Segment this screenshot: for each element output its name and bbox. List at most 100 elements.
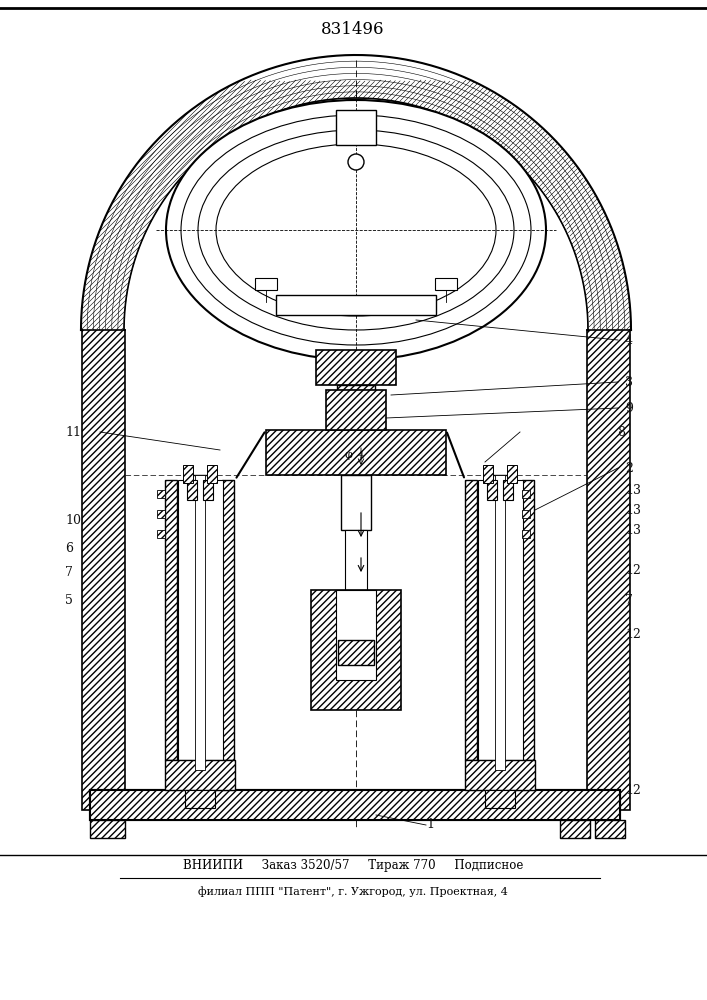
Bar: [522, 530, 530, 538]
Bar: [522, 480, 534, 760]
Bar: [522, 490, 530, 498]
Bar: [82, 330, 125, 810]
Bar: [522, 480, 534, 760]
Text: 12: 12: [625, 629, 641, 642]
Bar: [435, 278, 457, 290]
Bar: [183, 465, 193, 483]
Text: 13: 13: [625, 524, 641, 536]
Bar: [183, 465, 193, 483]
Bar: [157, 530, 165, 538]
Bar: [203, 480, 213, 500]
Bar: [465, 760, 535, 790]
Bar: [316, 350, 396, 385]
Bar: [487, 480, 497, 500]
Bar: [207, 465, 217, 483]
Bar: [560, 820, 590, 838]
Bar: [82, 330, 125, 810]
Ellipse shape: [198, 130, 514, 330]
Bar: [157, 510, 165, 518]
Bar: [336, 590, 376, 680]
Text: φ: φ: [344, 450, 352, 460]
Bar: [483, 465, 493, 483]
Bar: [465, 480, 477, 760]
Bar: [478, 480, 523, 760]
Text: 4: 4: [358, 450, 364, 460]
Bar: [587, 330, 630, 810]
Text: 4: 4: [625, 334, 633, 347]
Bar: [503, 480, 513, 500]
Bar: [490, 475, 510, 790]
Bar: [157, 510, 165, 518]
Text: ВНИИПИ     Заказ 3520/57     Тираж 770     Подписное: ВНИИПИ Заказ 3520/57 Тираж 770 Подписное: [183, 859, 523, 872]
Text: 831496: 831496: [321, 21, 385, 38]
Bar: [465, 760, 535, 790]
Bar: [90, 820, 125, 838]
Bar: [487, 480, 497, 500]
Bar: [90, 820, 125, 838]
Text: 1: 1: [426, 818, 434, 832]
Bar: [222, 480, 234, 760]
Bar: [507, 465, 517, 483]
Bar: [207, 465, 217, 483]
Bar: [595, 820, 625, 838]
Circle shape: [348, 154, 364, 170]
Bar: [341, 475, 371, 530]
Bar: [522, 510, 530, 518]
Bar: [485, 790, 515, 808]
Text: 12: 12: [625, 784, 641, 796]
Bar: [266, 430, 446, 475]
Bar: [157, 530, 165, 538]
Bar: [311, 590, 401, 710]
Bar: [90, 790, 620, 820]
Bar: [187, 480, 197, 500]
Bar: [316, 350, 396, 385]
Text: 7: 7: [65, 566, 73, 578]
Bar: [336, 110, 376, 145]
Bar: [165, 760, 235, 790]
Bar: [276, 295, 436, 315]
Text: 9: 9: [625, 401, 633, 414]
Bar: [465, 480, 477, 760]
Bar: [203, 480, 213, 500]
Text: 8: 8: [617, 426, 625, 438]
Bar: [326, 390, 386, 430]
Bar: [337, 385, 375, 390]
Text: 11: 11: [65, 426, 81, 438]
Bar: [90, 790, 620, 820]
Ellipse shape: [181, 115, 531, 345]
Text: 12: 12: [625, 564, 641, 576]
Text: 7: 7: [625, 593, 633, 606]
Bar: [165, 760, 235, 790]
Bar: [522, 530, 530, 538]
Text: филиал ППП "Патент", г. Ужгород, ул. Проектная, 4: филиал ППП "Патент", г. Ужгород, ул. Про…: [198, 887, 508, 897]
Bar: [222, 480, 234, 760]
Bar: [326, 390, 386, 430]
Bar: [165, 480, 177, 760]
Text: 6: 6: [65, 542, 73, 554]
Bar: [157, 490, 165, 498]
Text: 2: 2: [625, 462, 633, 475]
Bar: [338, 640, 374, 665]
Bar: [522, 510, 530, 518]
Bar: [483, 465, 493, 483]
Bar: [195, 475, 205, 770]
Bar: [266, 430, 446, 475]
Bar: [338, 640, 374, 665]
Bar: [90, 790, 620, 820]
Bar: [587, 330, 630, 810]
Bar: [560, 820, 590, 838]
Bar: [345, 530, 367, 590]
Bar: [507, 465, 517, 483]
Bar: [190, 475, 210, 790]
Bar: [485, 790, 515, 808]
Ellipse shape: [216, 144, 496, 316]
Bar: [187, 480, 197, 500]
Bar: [157, 490, 165, 498]
Bar: [185, 790, 215, 808]
Bar: [185, 790, 215, 808]
Text: 13: 13: [625, 484, 641, 496]
Bar: [337, 385, 375, 390]
Bar: [165, 480, 177, 760]
Bar: [311, 590, 401, 710]
Text: 5: 5: [65, 593, 73, 606]
